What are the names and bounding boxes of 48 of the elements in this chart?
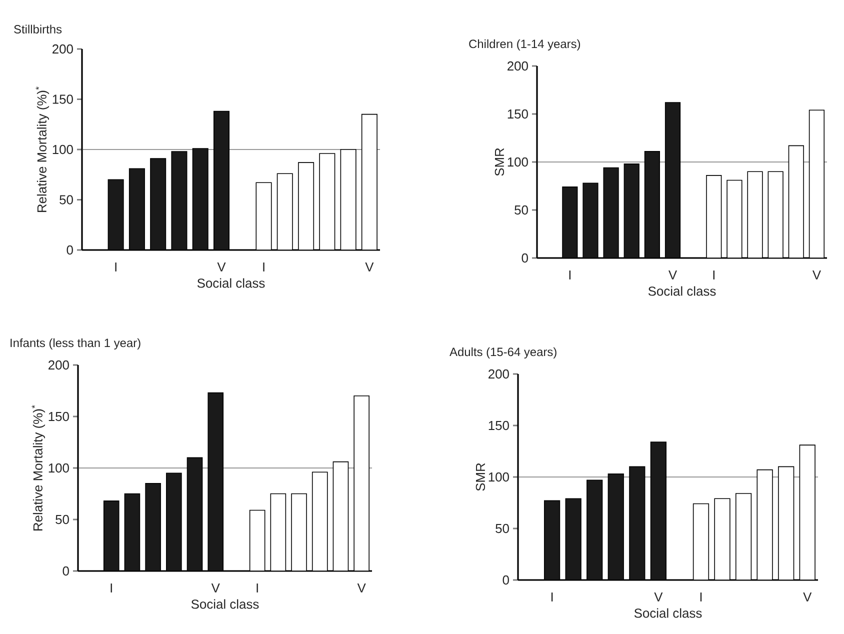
x-tick-label: V xyxy=(357,584,366,592)
x-tick-label: V xyxy=(668,270,678,280)
y-tick-label: 100 xyxy=(488,472,509,482)
x-tick-label: V xyxy=(812,270,821,280)
x-tick-label: I xyxy=(569,270,571,280)
chart-title: Children (1-14 years) xyxy=(469,39,580,50)
x-tick-label: I xyxy=(551,592,553,602)
y-tick-label: 100 xyxy=(52,144,73,154)
y-tick-label: 0 xyxy=(522,253,528,263)
x-tick-label: I xyxy=(263,262,264,272)
y-tick-label: 0 xyxy=(66,245,73,255)
y-tick-label: 200 xyxy=(48,360,69,370)
y-tick-label: 100 xyxy=(508,157,528,167)
y-axis-title: SMR xyxy=(494,148,504,176)
x-tick-label: V xyxy=(654,592,663,602)
y-tick-label: 50 xyxy=(56,514,69,524)
x-axis-title: Social class xyxy=(191,599,259,609)
chart-title: Stillbirths xyxy=(14,24,62,34)
x-axis-title: Social class xyxy=(648,286,716,296)
y-tick-label: 200 xyxy=(488,369,509,379)
chart-title: Adults (15-64 years) xyxy=(450,347,556,359)
y-tick-label: 200 xyxy=(508,61,528,71)
y-tick-label: 100 xyxy=(48,463,69,473)
y-tick-label: 150 xyxy=(52,94,73,104)
x-tick-label: V xyxy=(365,262,374,272)
y-tick-label: 50 xyxy=(514,205,528,215)
x-tick-label: I xyxy=(256,584,258,592)
y-tick-label: 0 xyxy=(502,575,509,585)
y-tick-label: 50 xyxy=(496,524,509,534)
x-axis-title: Social class xyxy=(634,608,702,618)
x-tick-label: V xyxy=(217,262,226,272)
y-tick-label: 150 xyxy=(508,109,528,119)
x-axis-title: Social class xyxy=(197,278,265,288)
x-tick-label: V xyxy=(211,584,220,592)
y-tick-label: 150 xyxy=(488,420,509,430)
y-tick-label: 200 xyxy=(52,44,73,54)
x-tick-label: I xyxy=(713,270,714,280)
x-tick-label: I xyxy=(700,592,702,602)
chart-title: Infants (less than 1 year) xyxy=(10,338,140,350)
x-tick-label: I xyxy=(110,584,112,592)
y-tick-label: 150 xyxy=(48,412,69,422)
y-tick-label: 50 xyxy=(60,195,73,204)
x-tick-label: V xyxy=(803,592,812,602)
x-tick-label: I xyxy=(115,262,116,272)
y-axis-title: Relative Mortality (%)$^{*}$ xyxy=(32,405,46,530)
y-axis-title: SMR xyxy=(476,463,486,491)
y-tick-label: 0 xyxy=(62,566,69,576)
y-axis-title: Relative Mortality (%)$^{*}$ xyxy=(36,86,50,212)
